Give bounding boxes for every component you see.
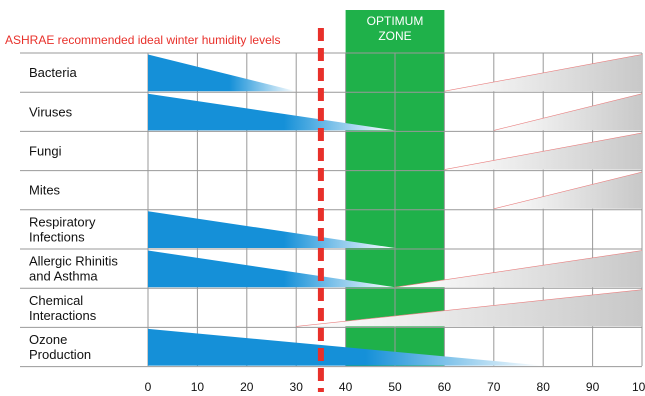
row-label: and Asthma <box>29 269 98 284</box>
decreasing-wedge <box>148 250 395 288</box>
decreasing-wedge <box>148 93 395 131</box>
decreasing-wedge <box>148 328 544 366</box>
row-label: Infections <box>29 229 85 244</box>
increasing-wedge-edge <box>493 171 643 210</box>
decreasing-wedge <box>148 211 395 248</box>
row-label: Interactions <box>29 308 97 323</box>
x-tick-label: 10 <box>191 380 205 394</box>
x-tick-label: 90 <box>586 380 600 394</box>
row-label: Bacteria <box>29 65 77 80</box>
row-label: Production <box>29 347 91 362</box>
x-tick-label: 0 <box>145 380 152 394</box>
x-tick-label: 20 <box>240 380 254 394</box>
x-tick-label: 60 <box>438 380 452 394</box>
row-label: Ozone <box>29 332 67 347</box>
optimum-zone-label: ZONE <box>378 29 411 43</box>
optimum-zone-label: OPTIMUM <box>367 14 424 28</box>
x-tick-label: 70 <box>487 380 501 394</box>
row-label: Allergic Rhinitis <box>29 254 118 269</box>
increasing-wedge-edge <box>444 54 643 92</box>
x-tick-label: 30 <box>290 380 304 394</box>
x-tick-label: 80 <box>537 380 551 394</box>
row-label: Fungi <box>29 144 62 159</box>
row-label: Viruses <box>29 104 73 119</box>
x-tick-label: 50 <box>388 380 402 394</box>
x-tick-label: 40 <box>339 380 353 394</box>
row-label: Respiratory <box>29 214 96 229</box>
increasing-wedge-edge <box>444 132 643 170</box>
row-label: Mites <box>29 183 61 198</box>
decreasing-wedge <box>148 54 297 92</box>
increasing-wedge-edge <box>394 250 643 288</box>
recommendation-label: ASHRAE recommended ideal winter humidity… <box>5 33 280 47</box>
row-label: Chemical <box>29 293 83 308</box>
x-tick-label: 100 <box>632 380 645 394</box>
increasing-wedge-edge <box>296 289 643 327</box>
increasing-wedge-edge <box>493 93 643 131</box>
